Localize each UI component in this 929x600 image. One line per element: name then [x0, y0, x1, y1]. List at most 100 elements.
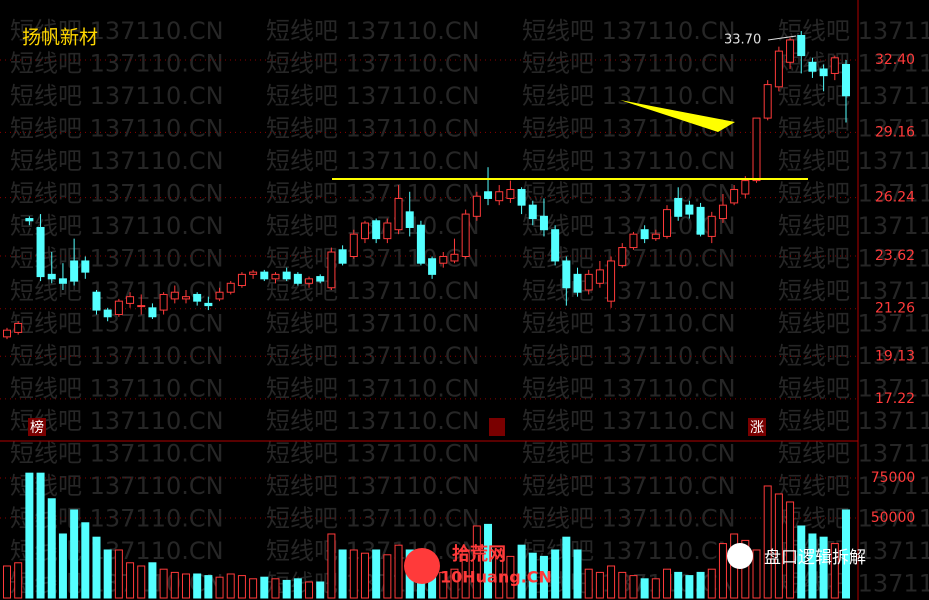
volume-bar [696, 571, 705, 599]
watermark: 短线吧 137110.CN [522, 147, 736, 175]
candle-body [629, 233, 638, 249]
watermark: 短线吧 137110.CN [10, 342, 224, 370]
logo-icon [727, 543, 753, 569]
candle-body [651, 233, 660, 240]
volume-bar [372, 549, 381, 599]
y-tick-label: 26.24 [875, 190, 915, 206]
candle-body [461, 213, 470, 257]
volume-bar [517, 544, 526, 599]
candle-body [360, 222, 369, 240]
volume-bar [607, 565, 616, 599]
volume-bar [36, 472, 45, 599]
watermark: 短线吧 137110.CN [522, 505, 736, 533]
candle-body [3, 329, 11, 338]
candle-body [204, 302, 213, 307]
candle-body [797, 34, 806, 57]
candle-body [450, 253, 459, 262]
volume-bar [584, 568, 593, 599]
volume-bar [103, 549, 112, 599]
candle-body [58, 278, 67, 284]
volume-bar [718, 543, 727, 599]
volume-bar [226, 573, 235, 599]
volume-bar [338, 549, 347, 599]
candle-body [562, 260, 571, 289]
candle-body [215, 291, 224, 300]
volume-bar [181, 573, 190, 599]
candle-body [193, 293, 202, 302]
volume-bar [349, 549, 358, 599]
candle-body [372, 220, 381, 240]
watermark: 短线吧 137110.CN [10, 180, 224, 208]
marker-box [748, 418, 766, 436]
watermark: 短线吧 137110.CN [266, 505, 480, 533]
candle-body [148, 307, 157, 318]
candle-body [640, 229, 649, 240]
candle-body [830, 57, 839, 74]
volume-bar [752, 549, 761, 599]
volume-bar [741, 539, 750, 599]
logo-right: 盘口逻辑拆解 [764, 548, 866, 568]
watermark: 短线吧 137110.CN [266, 310, 480, 338]
watermark: 短线吧 137110.CN [266, 440, 480, 468]
volume-bar [305, 581, 314, 599]
candle-body [584, 273, 593, 291]
volume-bar [763, 485, 772, 599]
marker-box [28, 418, 46, 436]
watermark: 短线吧 137110.CN [522, 440, 736, 468]
watermark: 短线吧 137110.CN [10, 212, 224, 240]
y-tick-label: 23.62 [875, 248, 915, 264]
candle-body [495, 191, 504, 202]
candle-body [472, 195, 481, 217]
volume-bar [461, 549, 470, 599]
volume-bar [595, 571, 604, 599]
watermark: 短线吧 137110.CN [10, 375, 224, 403]
y-tick-label: 21.26 [875, 301, 915, 317]
candle-body [383, 222, 392, 240]
watermark: 短线吧 137110.CN [778, 212, 929, 240]
volume-bar [316, 581, 325, 599]
watermark-layer: 短线吧 137110.CN 短线吧 137110.CN 短线吧 137110.CN 短… [10, 17, 929, 598]
watermark: 短线吧 137110.CN [266, 115, 480, 143]
volume-bar [539, 555, 548, 599]
volume-bar [786, 501, 795, 599]
watermark: 短线吧 137110.CN [522, 277, 736, 305]
candle-body [293, 273, 302, 284]
volume-bar [394, 544, 403, 599]
volume-bar [58, 533, 67, 599]
watermark: 短线吧 137110.CN [10, 472, 224, 500]
candle-body [819, 68, 828, 77]
volume-bar [808, 533, 817, 599]
candle-body [394, 197, 403, 231]
candle-body [226, 282, 235, 293]
watermark: 短线吧 137110.CN [522, 472, 736, 500]
candle-body [25, 218, 34, 222]
volume-bar [484, 523, 493, 599]
watermark: 短线吧 137110.CN [10, 82, 224, 110]
volume-bar [3, 565, 11, 599]
volume-bar [383, 554, 392, 599]
candle-body [338, 249, 347, 264]
volume-bar [114, 549, 123, 599]
watermark: 短线吧 137110.CN [10, 245, 224, 273]
logo-left: 拾荒网 [452, 543, 506, 565]
high-label: 33.70 [724, 33, 761, 48]
volume-bar [663, 568, 672, 599]
volume-bar [842, 509, 850, 599]
candle-body [551, 229, 560, 262]
candle-body [260, 271, 269, 280]
watermark: 短线吧 137110.CN [10, 440, 224, 468]
candle-body [528, 204, 537, 220]
watermark: 短线吧 137110.CN [522, 82, 736, 110]
watermark: 短线吧 137110.CN [10, 115, 224, 143]
watermark: 短线吧 137110.CN [522, 17, 736, 45]
watermark: 短线吧 137110.CN [266, 407, 480, 435]
candle-body [70, 260, 79, 282]
volume-bar [148, 562, 157, 599]
volume-bar [237, 575, 246, 599]
candle-body [428, 258, 437, 275]
watermark: 短线吧 137110.CN [778, 407, 929, 435]
volume-bar [126, 562, 135, 599]
volume-bar [81, 522, 90, 599]
watermark: 短线吧 137110.CN [522, 407, 736, 435]
volume-bar [159, 568, 168, 599]
